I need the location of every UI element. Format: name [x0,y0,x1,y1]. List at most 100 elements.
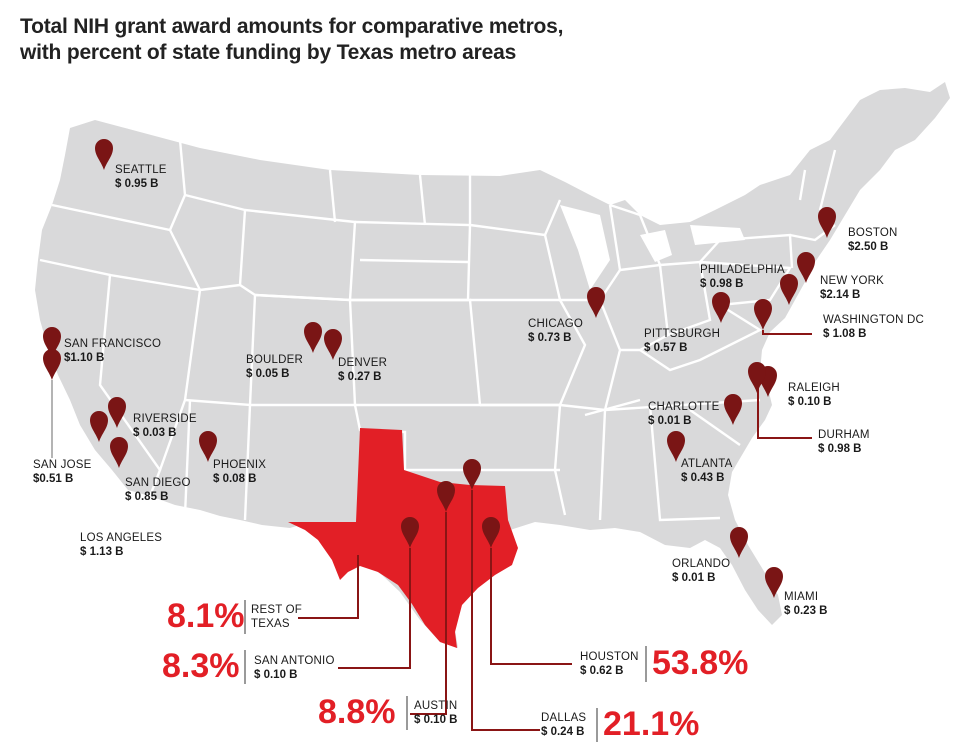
label-houston: HOUSTON $ 0.62 B [580,650,639,678]
us-landmass [35,82,950,648]
label-name: NEW YORK [820,275,885,287]
map-pin-boston [818,207,836,238]
label-los-angeles: LOS ANGELES $ 1.13 B [80,531,162,559]
label-value: $ 0.23 B [784,605,828,617]
label-value: $ 0.24 B [541,726,585,738]
label-name: CHICAGO [528,318,584,330]
divider-houston [645,646,647,682]
divider-san-antonio [244,650,246,684]
label-name: BOULDER [246,354,303,366]
map-pin-orlando [730,527,748,558]
label-value: $ 0.43 B [681,472,725,484]
texas-state [288,428,518,648]
label-name: AUSTIN [414,700,458,712]
label-value: $ 0.98 B [700,278,744,290]
label-name: PHOENIX [213,459,267,471]
label-orlando: ORLANDO $ 0.01 B [672,557,730,585]
label-value: $ 0.05 B [246,368,290,380]
divider-dallas [596,708,598,742]
label-austin: AUSTIN $ 0.10 B [414,699,457,727]
map-pin-seattle [95,139,113,170]
map-title: Total NIH grant award amounts for compar… [20,14,563,66]
label-name: PITTSBURGH [644,328,721,340]
label-san-diego: SAN DIEGO $ 0.85 B [125,476,191,504]
label-value: $ 1.13 B [80,546,124,558]
map-pin-phoenix [199,431,217,462]
map-pin-houston [482,517,500,548]
label-name: DENVER [338,357,388,369]
label-name: CHARLOTTE [648,401,720,413]
label-value: $ 1.08 B [823,328,867,340]
label-boston: BOSTON $2.50 B [848,226,898,254]
label-san-antonio: SAN ANTONIO $ 0.10 B [254,654,335,682]
label-raleigh: RALEIGH $ 0.10 B [788,381,840,409]
label-miami: MIAMI $ 0.23 B [784,590,827,618]
label-rest-of-texas: REST OF TEXAS [251,603,302,631]
label-denver: DENVER $ 0.27 B [338,356,387,384]
label-name: ATLANTA [681,458,733,470]
leader-lines [298,330,812,731]
map-pin-atlanta [667,431,685,462]
map-pin-san-francisco [43,327,61,358]
label-value: $ 0.10 B [254,669,298,681]
title-line-1: Total NIH grant award amounts for compar… [20,15,564,38]
label-name: MIAMI [784,591,819,603]
label-name: WASHINGTON DC [823,314,924,326]
label-san-francisco: SAN FRANCISCO $1.10 B [64,337,161,365]
label-value: $ 0.03 B [133,427,177,439]
map-pin-los-angeles [90,411,108,442]
label-value: $2.50 B [848,241,889,253]
map-pin-san-antonio [401,517,419,548]
percent-rest-of-texas: 8.1% [167,597,245,635]
percent-houston: 53.8% [652,644,749,682]
label-name: SAN DIEGO [125,477,191,489]
label-value: $ 0.27 B [338,371,382,383]
label-name-1: REST OF [251,604,303,616]
percent-san-antonio: 8.3% [162,647,240,685]
map-pin-charlotte [724,394,742,425]
label-value: $ 0.57 B [644,342,688,354]
title-line-2: with percent of state funding by Texas m… [20,41,517,64]
label-charlotte: CHARLOTTE $ 0.01 B [648,400,719,428]
divider-rest-of-texas [244,600,246,634]
map-pin-denver [324,329,342,360]
label-riverside: RIVERSIDE $ 0.03 B [133,412,197,440]
label-name: BOSTON [848,227,898,239]
label-value: $0.51 B [33,473,74,485]
label-atlanta: ATLANTA $ 0.43 B [681,457,732,485]
label-boulder: BOULDER $ 0.05 B [246,353,303,381]
label-new-york: NEW YORK $2.14 B [820,274,884,302]
label-name: HOUSTON [580,651,639,663]
label-dallas: DALLAS $ 0.24 B [541,711,586,739]
label-san-jose: SAN JOSE $0.51 B [33,458,91,486]
label-name: DURHAM [818,429,870,441]
map-pin-durham [748,362,766,393]
label-name: SEATTLE [115,164,167,176]
label-name: SAN ANTONIO [254,655,335,667]
label-name: SAN FRANCISCO [64,338,162,350]
label-value: $1.10 B [64,352,105,364]
label-value: $ 0.85 B [125,491,169,503]
map-pin-pittsburgh [712,292,730,323]
great-lakes [560,205,745,290]
label-name: RALEIGH [788,382,840,394]
map-pin-dallas [463,459,481,490]
label-value: $ 0.01 B [648,415,692,427]
label-name: PHILADELPHIA [700,264,785,276]
label-value: $ 0.95 B [115,178,159,190]
label-value: $ 0.10 B [414,714,458,726]
map-pin-washington-dc [754,299,772,330]
map-pin-new-york [780,274,798,305]
label-phoenix: PHOENIX $ 0.08 B [213,458,266,486]
label-value: $ 0.10 B [788,396,832,408]
label-philadelphia: PHILADELPHIA $ 0.98 B [700,263,785,291]
map-pin-philadelphia [797,252,815,283]
map-pin-san-jose [43,349,61,380]
label-name: DALLAS [541,712,587,724]
label-value: $ 0.73 B [528,332,572,344]
label-seattle: SEATTLE $ 0.95 B [115,163,167,191]
percent-dallas: 21.1% [603,705,700,743]
label-washington-dc: WASHINGTON DC $ 1.08 B [823,313,924,341]
label-value: $ 0.62 B [580,665,624,677]
